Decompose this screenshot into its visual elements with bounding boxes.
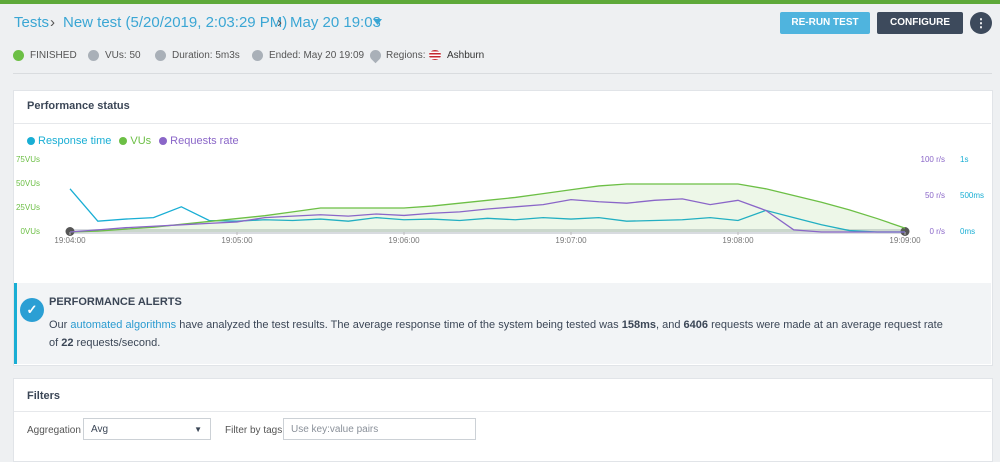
crumb-test[interactable]: New test (5/20/2019, 2:03:29 PM) xyxy=(63,14,288,31)
ended-icon xyxy=(252,50,263,61)
legend-dot xyxy=(119,137,128,145)
rate: 22 xyxy=(61,337,74,349)
divider xyxy=(14,411,991,412)
x-tick-label: 19:08:00 xyxy=(722,236,754,245)
filters-title: Filters xyxy=(27,390,61,402)
y3-tick-label: 1s xyxy=(960,155,968,164)
legend-dot xyxy=(27,137,35,145)
alerts-text: Our automated algorithms have analyzed t… xyxy=(49,316,949,352)
regions-label: Regions: xyxy=(386,50,426,61)
check-icon: ✓ xyxy=(20,298,44,322)
y2-tick-label: 100 r/s xyxy=(921,155,945,164)
more-button[interactable]: ⋮ xyxy=(970,12,992,34)
duration: Duration: 5m3s xyxy=(172,50,240,61)
y-tick-label: 75VUs xyxy=(16,155,40,164)
sep: › xyxy=(277,14,282,31)
tags-input[interactable]: Use key:value pairs xyxy=(283,418,476,440)
flag xyxy=(429,50,441,60)
series-line xyxy=(69,183,906,233)
alerts-title: PERFORMANCE ALERTS xyxy=(49,296,182,308)
region: Ashburn xyxy=(447,50,485,61)
text: have analyzed the test results. The aver… xyxy=(176,319,622,331)
sep: › xyxy=(50,14,55,31)
crumb-run[interactable]: May 20 19:03 xyxy=(290,14,381,31)
alerts-box xyxy=(14,283,991,364)
x-tick-label: 19:09:00 xyxy=(889,236,921,245)
y-tick-label: 25VUs xyxy=(16,203,40,212)
link[interactable]: automated algorithms xyxy=(70,319,177,331)
aggregation-select[interactable]: Avg ▼ xyxy=(83,418,211,440)
x-tick-label: 19:06:00 xyxy=(388,236,420,245)
y3-tick-label: 0ms xyxy=(960,227,975,236)
divider xyxy=(14,123,991,124)
vus: VUs: 50 xyxy=(105,50,141,61)
configure-button[interactable]: CONFIGURE xyxy=(877,12,963,34)
text: requests were made at an average request… xyxy=(49,319,943,349)
crumb-tests[interactable]: Tests xyxy=(14,14,50,31)
y2-tick-label: 50 r/s xyxy=(925,191,945,200)
legend-label: VUs xyxy=(130,135,152,147)
ended: Ended: May 20 19:09 xyxy=(269,50,365,61)
text: requests/second. xyxy=(73,337,161,349)
legend-item[interactable]: Requests rate xyxy=(159,135,239,147)
rerun-button[interactable]: RE-RUN TEST xyxy=(780,12,870,34)
area xyxy=(70,184,905,232)
state-icon xyxy=(13,50,24,61)
x-tick-label: 19:04:00 xyxy=(54,236,86,245)
duration-icon xyxy=(155,50,166,61)
legend-item[interactable]: Response time xyxy=(27,135,111,147)
legend-item[interactable]: VUs xyxy=(119,135,151,147)
requests: 6406 xyxy=(683,319,709,331)
avg-response: 158ms xyxy=(621,319,656,331)
caret xyxy=(373,19,382,25)
card-title: Performance status xyxy=(27,100,130,112)
value: Avg xyxy=(91,424,109,435)
tags-label: Filter by tags xyxy=(225,425,283,436)
y-tick-label: 50VUs xyxy=(16,179,40,188)
divider xyxy=(13,73,992,74)
legend-label: Response time xyxy=(38,135,112,147)
state: FINISHED xyxy=(30,50,77,61)
text: Our xyxy=(49,319,71,331)
legend-dot xyxy=(159,137,168,145)
y3-tick-label: 500ms xyxy=(960,191,984,200)
vus-icon xyxy=(88,50,99,61)
series-line xyxy=(69,198,905,233)
region-icon xyxy=(367,47,384,64)
top-bar xyxy=(0,0,1000,4)
x-tick-label: 19:07:00 xyxy=(555,236,587,245)
y2-tick-label: 0 r/s xyxy=(929,227,945,236)
chart: 0VUs 25VUs 50VUs 75VUs 0 r/s 50 r/s 100 r/s 0ms… xyxy=(16,155,984,245)
y-tick-label: 0VUs xyxy=(20,227,40,236)
legend-label: Requests rate xyxy=(170,135,239,147)
aggregation-label: Aggregation xyxy=(27,425,81,436)
legend: Response time VUs Requests rate xyxy=(27,135,239,147)
text: , and xyxy=(656,319,684,331)
x-tick-label: 19:05:00 xyxy=(221,236,253,245)
range-slider xyxy=(70,229,905,234)
